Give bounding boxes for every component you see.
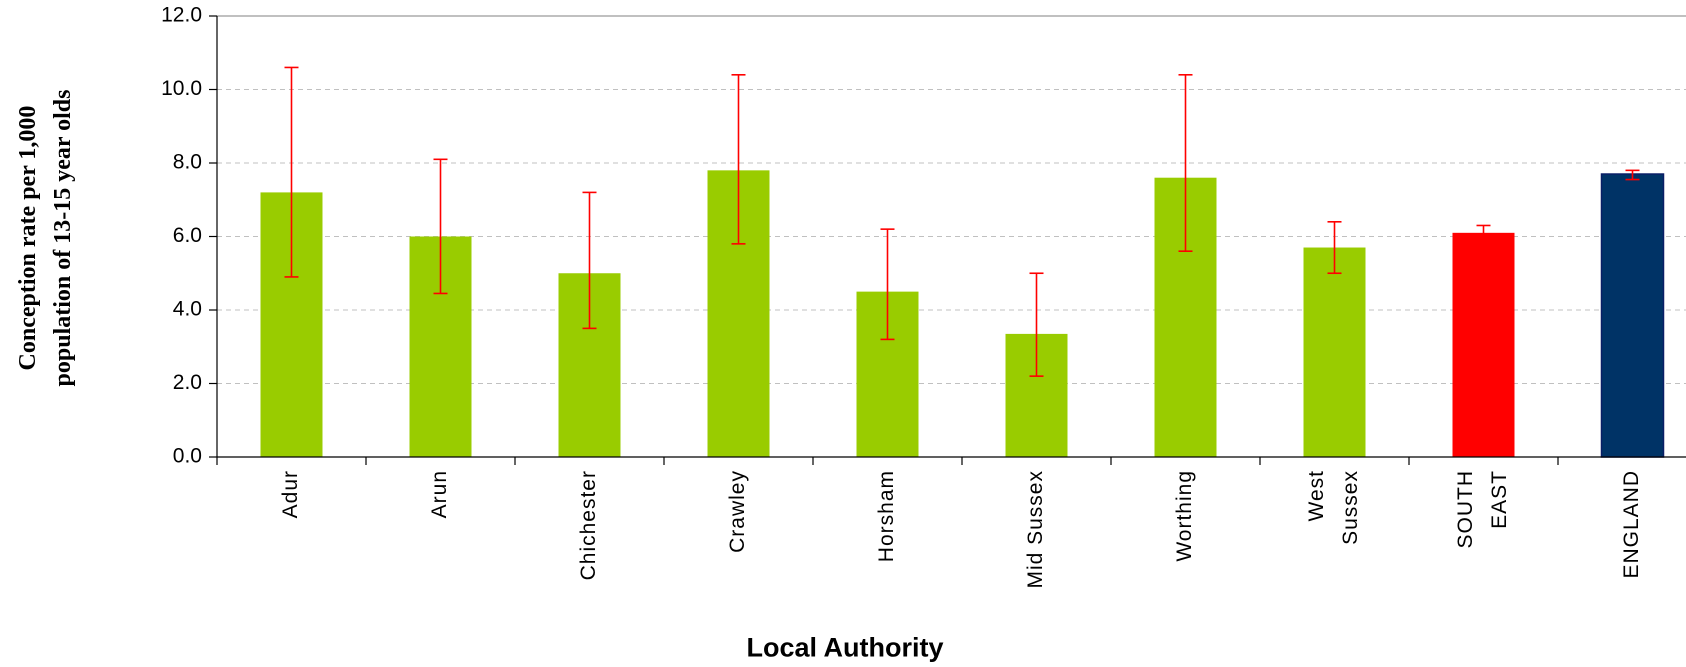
- bar: [1600, 173, 1665, 458]
- y-tick-label: 10.0: [161, 77, 202, 100]
- x-tick-label: EAST: [1488, 470, 1511, 529]
- y-tick-label: 8.0: [173, 151, 202, 174]
- x-tick-label: ENGLAND: [1620, 470, 1643, 579]
- x-tick-label: Mid Sussex: [1024, 470, 1047, 589]
- y-tick-label: 2.0: [173, 371, 202, 394]
- y-tick-label: 6.0: [173, 224, 202, 247]
- x-tick-label: Crawley: [726, 470, 749, 553]
- x-tick-label: Horsham: [875, 470, 898, 562]
- x-tick-label: SOUTH: [1454, 470, 1477, 549]
- x-tick-label: West: [1305, 470, 1328, 521]
- y-axis-title-line-2: population of 13-15 year olds: [50, 89, 76, 387]
- y-axis-title-line-1: Conception rate per 1,000: [15, 105, 42, 371]
- x-tick-label: Chichester: [577, 470, 600, 580]
- x-tick-label: Adur: [279, 470, 302, 518]
- bar: [1303, 247, 1366, 457]
- x-tick-label: Sussex: [1339, 470, 1362, 545]
- y-tick-label: 0.0: [173, 445, 202, 468]
- x-tick-label: Arun: [428, 470, 451, 518]
- y-tick-label: 12.0: [161, 4, 202, 27]
- x-tick-label: Worthing: [1173, 470, 1196, 562]
- y-tick-label: 4.0: [173, 298, 202, 321]
- x-axis-title: Local Authority: [746, 632, 944, 663]
- bar: [1452, 232, 1515, 457]
